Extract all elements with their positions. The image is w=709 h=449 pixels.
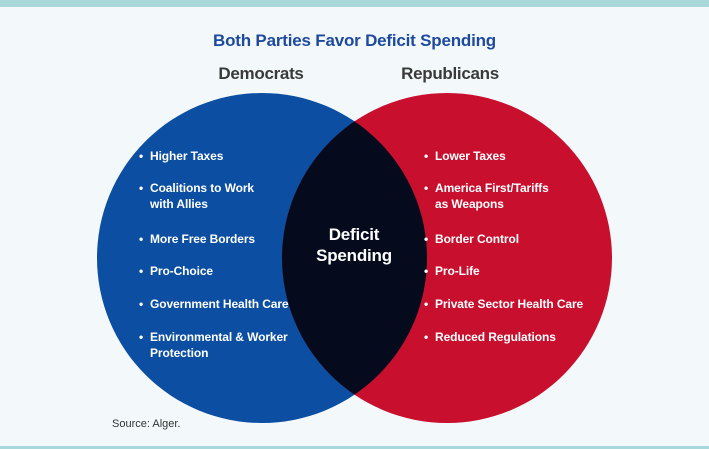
republicans-item: • Reduced Regulations [424, 329, 556, 345]
democrats-item-text: Government Health Care [150, 297, 289, 311]
bullet-icon: • [139, 232, 144, 246]
democrats-item-text: More Free Borders [150, 232, 255, 246]
democrats-item: • Higher Taxes [139, 148, 223, 164]
republicans-item: • Border Control [424, 231, 519, 247]
republicans-label: Republicans [401, 64, 499, 83]
republicans-item-text: as Weapons [435, 197, 504, 211]
top-accent-rule [0, 0, 709, 7]
democrats-item: • Coalitions to Work with Allies [139, 180, 254, 212]
overlap-label: Deficit Spending [295, 224, 413, 266]
bullet-icon: • [424, 264, 429, 278]
republicans-item: • Private Sector Health Care [424, 296, 583, 312]
bullet-icon: • [139, 297, 144, 311]
republicans-item-text: Private Sector Health Care [435, 297, 584, 311]
figure-title: Both Parties Favor Deficit Spending [213, 31, 496, 50]
democrats-item-text: with Allies [150, 197, 208, 211]
democrats-item-text: Higher Taxes [150, 149, 224, 163]
republicans-item: • Pro-Life [424, 263, 480, 279]
democrats-item: • Environmental & Worker Protection [139, 329, 288, 361]
bullet-icon: • [139, 330, 144, 344]
bottom-accent-rule [0, 446, 709, 449]
bullet-icon: • [424, 297, 429, 311]
bullet-icon: • [424, 330, 429, 344]
overlap-label-line-2: Spending [316, 246, 392, 265]
republicans-item-text: Border Control [435, 232, 519, 246]
republicans-item-text: America First/Tariffs [435, 181, 549, 195]
republicans-item-text: Reduced Regulations [435, 330, 556, 344]
bullet-icon: • [139, 149, 144, 163]
overlap-label-line-1: Deficit [328, 225, 380, 244]
democrats-item: • More Free Borders [139, 231, 255, 247]
democrats-item-text: Environmental & Worker [150, 330, 288, 344]
bullet-icon: • [139, 181, 144, 195]
democrats-item-text: Pro-Choice [150, 264, 214, 278]
democrats-item: • Government Health Care [139, 296, 289, 312]
democrats-item-text: Protection [150, 346, 209, 360]
source-note: Source: Alger. [112, 418, 181, 430]
democrats-label: Democrats [218, 64, 304, 83]
democrats-item-text: Coalitions to Work [150, 181, 254, 195]
republicans-item-text: Lower Taxes [435, 149, 506, 163]
bullet-icon: • [139, 264, 144, 278]
bullet-icon: • [424, 181, 429, 195]
republicans-item: • Lower Taxes [424, 148, 506, 164]
democrats-item: • Pro-Choice [139, 263, 213, 279]
republicans-item: • America First/Tariffs as Weapons [424, 180, 549, 212]
bullet-icon: • [424, 232, 429, 246]
bullet-icon: • [424, 149, 429, 163]
republicans-item-text: Pro-Life [435, 264, 480, 278]
overlap-region [282, 93, 427, 423]
